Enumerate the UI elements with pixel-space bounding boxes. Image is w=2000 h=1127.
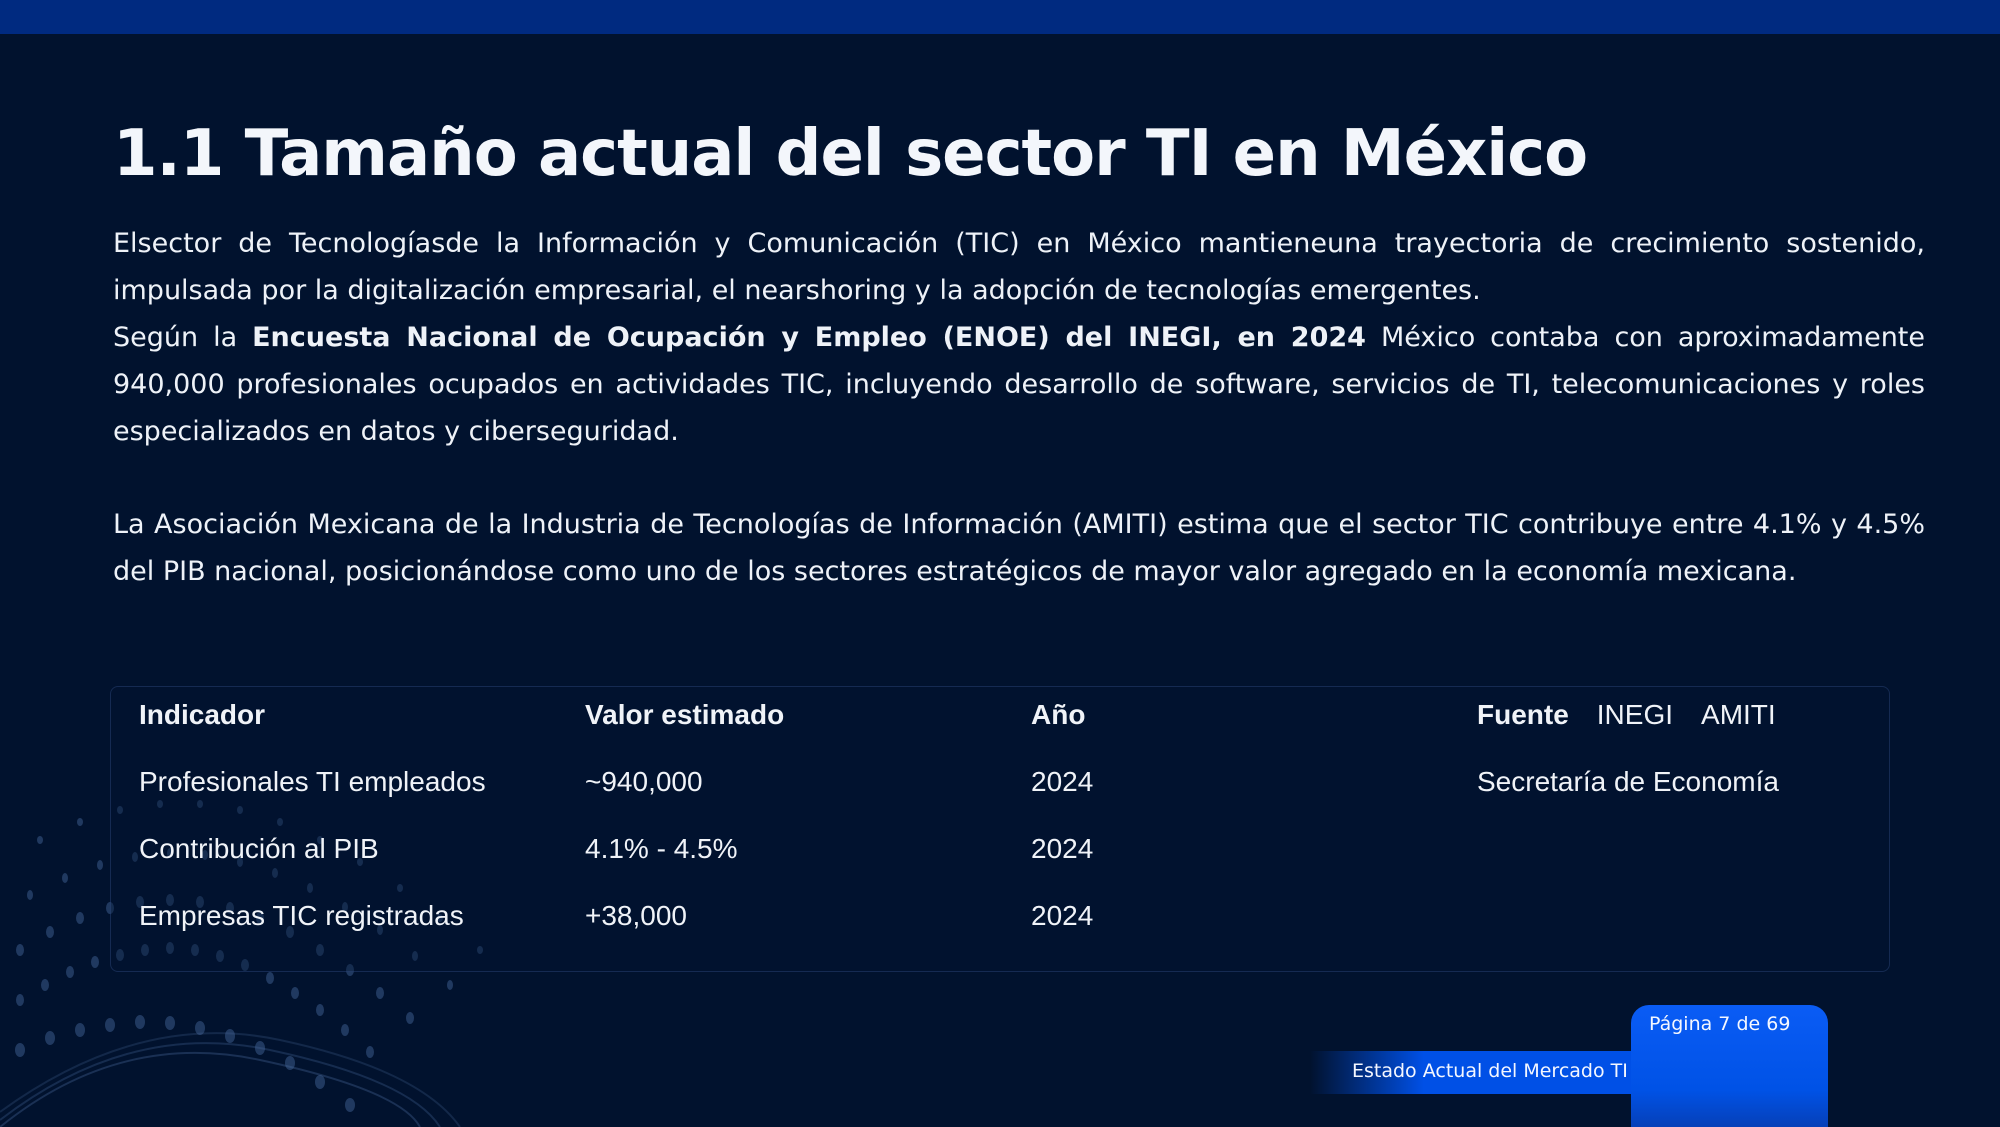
header-fuente-label: Fuente <box>1477 699 1569 730</box>
table-row: Contribución al PIB 4.1% - 4.5% 2024 <box>139 833 1879 873</box>
table-row: Empresas TIC registradas +38,000 2024 <box>139 900 1879 940</box>
paragraph-intro: Elsector de Tecnologíasde la Información… <box>113 220 1925 455</box>
header-valor: Valor estimado <box>585 699 785 730</box>
table-header-row: Indicador Valor estimado Año Fuente INEGI… <box>139 699 1879 739</box>
page-number: Página 7 de 69 <box>1649 1013 1791 1035</box>
cell-indicador: Profesionales TI empleados <box>139 766 486 797</box>
header-source-inegi: INEGI <box>1596 699 1674 730</box>
header-source-amiti: AMITI <box>1701 699 1776 730</box>
cell-valor: +38,000 <box>585 900 687 931</box>
main-content: 1.1 Tamaño actual del sector TI en Méxic… <box>113 110 1925 595</box>
page-title: 1.1 Tamaño actual del sector TI en Méxic… <box>113 117 1588 191</box>
indicators-table: Indicador Valor estimado Año Fuente INEGI… <box>110 686 1890 972</box>
cell-anio: 2024 <box>1031 833 1094 864</box>
paragraph-survey-intro: Según la <box>113 322 253 353</box>
top-accent-bar <box>0 0 2000 34</box>
footer-section-band <box>1310 1051 1635 1094</box>
footer-section-label: Estado Actual del Mercado TI <box>1352 1060 1628 1082</box>
header-anio: Año <box>1031 699 1086 730</box>
header-indicador: Indicador <box>139 699 266 730</box>
cell-valor: ~940,000 <box>585 766 703 797</box>
paragraph-intro-text: Elsector de Tecnologíasde la Información… <box>113 228 1925 306</box>
cell-anio: 2024 <box>1031 766 1094 797</box>
table-row: Profesionales TI empleados ~940,000 2024… <box>139 766 1879 806</box>
cell-fuente: Secretaría de Economía <box>1477 766 1779 797</box>
cell-valor: 4.1% - 4.5% <box>585 833 738 864</box>
paragraph-spacer <box>113 455 1925 501</box>
paragraph-survey-source: Encuesta Nacional de Ocupación y Empleo … <box>252 322 1366 353</box>
header-fuente: Fuente INEGI AMITI <box>1477 699 1776 731</box>
cell-indicador: Contribución al PIB <box>139 833 379 864</box>
paragraph-survey-rest: México contaba con aproximadamente 940,0… <box>113 322 1926 447</box>
page-number-tab <box>1631 1005 1828 1127</box>
paragraph-amiti: La Asociación Mexicana de la Industria d… <box>113 509 1925 587</box>
cell-indicador: Empresas TIC registradas <box>139 900 464 931</box>
cell-anio: 2024 <box>1031 900 1094 931</box>
